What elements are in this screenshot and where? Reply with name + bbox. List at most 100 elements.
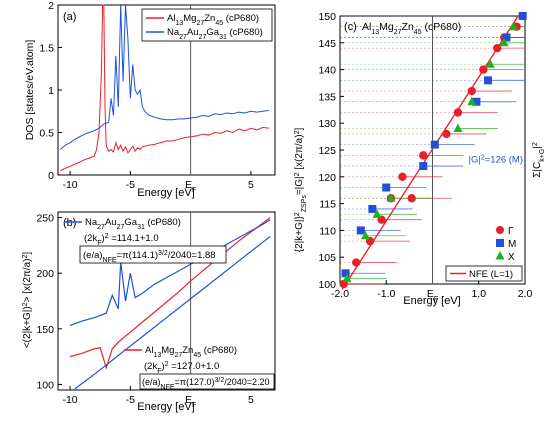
b-ytick-label: 250: [36, 213, 54, 225]
c-xtick-label: 2.0: [518, 288, 533, 300]
c-ytick-label: 145: [318, 38, 336, 50]
panel-b-xlabel: Energy [eV]: [137, 401, 194, 413]
panel-c-ylabel: {2|k+G|}2ZSPs=|G|2 [x(2π/a)2]: [294, 128, 308, 253]
c-x-point: [453, 123, 463, 133]
panel-b: (b) <(2|k+G|)2> [x(2π/a)2] Energy [eV] 1…: [22, 211, 276, 413]
b-ytick-label: 100: [36, 379, 54, 391]
panel-b-ylabel: <(2|k+G|)2> [x(2π/a)2]: [22, 252, 34, 349]
c-m-point: [341, 269, 350, 278]
a-series-0: [60, 4, 270, 172]
a-xtick-label: -10: [62, 179, 77, 191]
c-legend-x-icon: [495, 251, 505, 260]
c-ef-label: EF: [427, 288, 438, 303]
b-bottom-ea: (e/a)NFE=π(127.0)3/2/2040=2.20: [142, 377, 270, 391]
b-xtick-label: -10: [62, 394, 77, 406]
a-xtick-label: 5: [248, 179, 254, 191]
c-m-point: [518, 12, 527, 20]
c-legend-label: Γ: [508, 226, 514, 237]
a-ytick-label: 1: [48, 85, 54, 97]
c-x-point: [342, 273, 352, 283]
b-series-2: [74, 235, 271, 390]
c-gamma-point: [479, 65, 488, 74]
b-series-0: [69, 217, 271, 370]
a-legend-label: Na27Au27Ga31 (cP680): [167, 27, 263, 41]
a-xtick-label: -5: [126, 179, 135, 191]
c-xtick-label: -1.0: [377, 288, 395, 300]
b-top-kf: (2kF)2 =114.1+1.0: [84, 233, 159, 247]
c-m-point: [484, 76, 492, 85]
panel-b-frame: [57, 211, 276, 391]
panel-b-label: (b): [63, 217, 76, 229]
panel-a-label: (a): [63, 11, 76, 23]
c-g2-label: |G|2=126 (M): [469, 154, 524, 166]
a-ytick-label: 0.5: [39, 128, 54, 140]
c-ytick-label: 105: [318, 252, 336, 264]
b-ef-label: EF: [185, 394, 196, 409]
b-xtick-label: -5: [126, 394, 135, 406]
a-ytick-label: 1.5: [39, 43, 54, 55]
panel-c-label: (c): [344, 21, 357, 33]
c-x-point: [467, 96, 477, 106]
panel-c-title: Al13Mg27Zn45 (cP680): [362, 21, 461, 36]
c-legend-m-icon: [496, 239, 504, 247]
c-ytick-label: 125: [318, 145, 336, 157]
c-legend-label: M: [508, 239, 516, 250]
c-legend-gamma-icon: [496, 226, 504, 234]
panel-c: (c) Al13Mg27Zn45 (cP680) {2|k+G|}2ZSPs=|…: [294, 11, 546, 307]
c-nfe-legend-box: [445, 265, 523, 282]
c-ytick-label: 110: [319, 225, 336, 237]
c-ytick-label: 140: [318, 65, 336, 77]
b-ytick-label: 200: [36, 268, 54, 280]
panel-a-xlabel: Energy [eV]: [137, 187, 194, 199]
a-ef-label: EF: [185, 179, 196, 194]
a-legend-label: Al13Mg27Zn45 (cP680): [167, 13, 259, 27]
c-x-point: [485, 59, 495, 68]
b-bottom-ea-box: [139, 373, 275, 390]
c-ytick-label: 130: [318, 118, 336, 130]
c-xtick-label: 1.0: [471, 288, 486, 300]
b-top-ea: (e/a)NFE=π(114.1)3/2/2040=1.88: [83, 250, 216, 264]
c-x-point: [499, 37, 509, 47]
c-m-point: [368, 204, 377, 213]
c-gamma-point: [493, 43, 502, 53]
c-x-point: [372, 209, 382, 218]
c-x-point: [386, 193, 396, 202]
a-legend-box: [141, 8, 273, 42]
c-ytick-label: 115: [319, 199, 336, 211]
c-nfe-legend-label: NFE (L=1): [469, 269, 513, 280]
a-ytick-label: 0: [48, 170, 54, 182]
b-bottom-kf: (2kF)2 =127.0+1.0: [144, 361, 219, 375]
panel-a: (a) DOS [states/eV.atom] Energy [eV] 0 0.…: [24, 0, 276, 199]
c-ytick-label: 135: [318, 91, 336, 103]
c-gamma-point: [398, 172, 407, 181]
c-gamma-point: [419, 151, 428, 160]
c-nfe-line-stroke: [341, 15, 519, 290]
c-m-point: [430, 140, 439, 149]
panel-c-xlabel: Energy [eV]: [403, 295, 460, 307]
c-gamma-point: [442, 129, 451, 139]
b-bottom-compound: Al13Mg27Zn45 (cP680): [145, 345, 237, 359]
c-x-point: [360, 230, 370, 240]
c-ytick-label: 120: [318, 172, 336, 184]
c-gamma-point: [407, 194, 416, 203]
c-legend-label: X: [508, 252, 515, 263]
panel-a-ylabel: DOS [states/eV.atom]: [24, 40, 36, 141]
b-top-compound: Na27Au27Ga31 (cP680): [85, 217, 181, 231]
panel-c-right-label: Σ|Ck+G|2: [532, 142, 546, 178]
b-ytick-label: 150: [36, 324, 54, 336]
c-m-point: [356, 226, 365, 235]
c-ytick-label: 150: [318, 11, 336, 23]
c-m-point: [382, 183, 391, 192]
c-m-point: [419, 162, 428, 171]
b-xtick-label: 5: [248, 394, 254, 406]
b-top-ea-box: [79, 245, 227, 264]
b-series-1: [69, 219, 271, 327]
c-m-point: [472, 97, 481, 106]
a-series-1: [60, 4, 270, 150]
a-ytick-label: 2: [48, 0, 54, 12]
c-gamma-point: [351, 258, 361, 267]
c-gamma-point: [467, 86, 477, 96]
c-m-point: [502, 33, 511, 42]
c-x-point: [508, 21, 518, 31]
